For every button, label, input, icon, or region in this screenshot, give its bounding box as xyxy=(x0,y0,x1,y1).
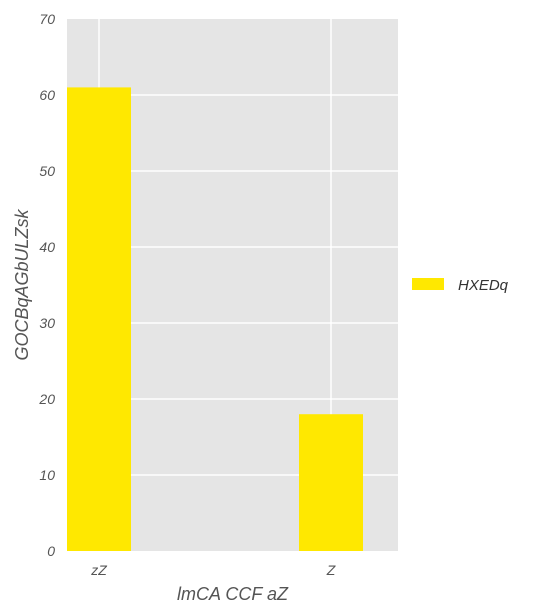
x-axis-label: lmCA CCF aZ xyxy=(177,584,289,604)
bar-Z xyxy=(299,414,363,551)
y-axis-label: GOCBqAGbULZsk xyxy=(12,208,32,360)
x-tick-label: Z xyxy=(326,562,336,578)
legend: HXEDq xyxy=(412,277,509,294)
y-tick-label: 70 xyxy=(39,11,55,27)
y-axis-ticks: 0 10 20 30 40 50 60 70 xyxy=(38,11,55,559)
y-tick-label: 0 xyxy=(47,543,55,559)
x-axis-ticks: zZ Z xyxy=(90,562,336,578)
legend-swatch xyxy=(412,278,444,290)
y-tick-label: 10 xyxy=(39,467,55,483)
y-tick-label: 40 xyxy=(39,239,55,255)
y-tick-label: 50 xyxy=(39,163,55,179)
y-tick-label: 20 xyxy=(38,391,55,407)
y-tick-label: 30 xyxy=(39,315,55,331)
bars xyxy=(67,87,363,552)
y-tick-label: 60 xyxy=(39,87,55,103)
bar-zZ xyxy=(67,87,131,552)
legend-label: HXEDq xyxy=(458,277,509,294)
x-tick-label: zZ xyxy=(90,562,107,578)
